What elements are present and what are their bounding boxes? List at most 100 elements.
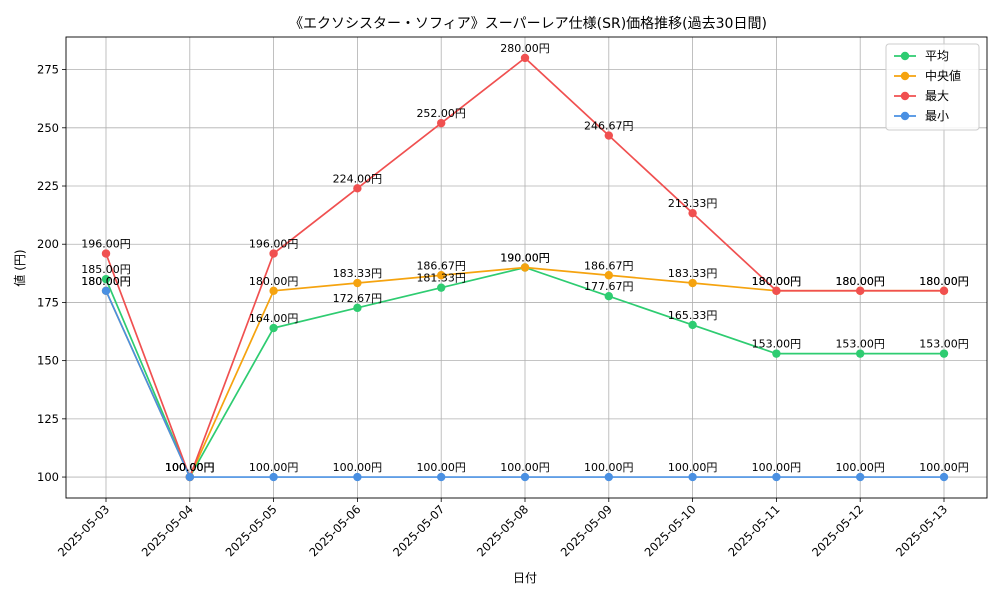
x-tick-label-3: 2025-05-06 xyxy=(306,502,363,559)
series-3-data-label-0: 180.00円 xyxy=(81,275,131,288)
series-0-data-label-10: 153.00円 xyxy=(919,338,969,351)
series-layer xyxy=(101,53,949,482)
series-3-data-label-3: 100.00円 xyxy=(333,461,383,474)
series-2-data-label-8: 180.00円 xyxy=(752,275,802,288)
series-2-point-9 xyxy=(856,286,865,295)
series-2-point-10 xyxy=(939,286,949,295)
x-tick-label-6: 2025-05-09 xyxy=(558,502,615,559)
series-0-point-8 xyxy=(772,349,781,358)
series-2-point-5 xyxy=(520,53,530,63)
y-tick-label-7: 275 xyxy=(37,63,59,77)
series-1-data-label-5: 190.00円 xyxy=(500,252,550,265)
y-tick-label-0: 100 xyxy=(37,470,59,484)
series-1-data-label-7: 183.33円 xyxy=(668,267,718,280)
series-2-data-label-7: 213.33円 xyxy=(668,197,718,210)
series-2-point-3 xyxy=(353,184,362,193)
y-tick-label-4: 200 xyxy=(37,237,59,251)
series-1-data-label-3: 183.33円 xyxy=(333,267,383,280)
series-2-data-label-3: 224.00円 xyxy=(333,172,383,185)
series-0-point-10 xyxy=(939,349,949,358)
series-1-data-label-4: 186.67円 xyxy=(416,259,466,272)
series-3-point-8 xyxy=(772,472,781,482)
series-3-point-9 xyxy=(856,472,865,482)
series-3-point-4 xyxy=(437,472,446,482)
series-2-data-label-0: 196.00円 xyxy=(81,238,131,251)
series-2-point-6 xyxy=(604,131,613,140)
series-3-data-label-8: 100.00円 xyxy=(752,461,802,474)
series-0-data-label-0: 185.00円 xyxy=(81,263,131,276)
series-1-point-4 xyxy=(437,271,446,280)
y-tick-label-2: 150 xyxy=(37,354,59,368)
legend-marker-1 xyxy=(900,71,910,81)
y-tick-label-3: 175 xyxy=(37,295,59,309)
legend-label-2: 最大 xyxy=(925,89,949,103)
series-3-point-2 xyxy=(269,472,278,482)
series-0-point-2 xyxy=(269,323,278,333)
series-0-point-9 xyxy=(856,349,865,358)
series-2-point-2 xyxy=(269,249,278,258)
series-2-point-7 xyxy=(688,208,697,218)
series-1-point-2 xyxy=(269,286,278,295)
series-3-data-label-4: 100.00円 xyxy=(416,461,466,474)
series-3-data-label-6: 100.00円 xyxy=(584,461,634,474)
series-3-data-label-7: 100.00円 xyxy=(668,461,718,474)
series-2-data-label-4: 252.00円 xyxy=(416,107,466,120)
series-3-point-1 xyxy=(185,472,194,482)
series-0-data-label-2: 164.00円 xyxy=(249,312,299,325)
series-2-point-4 xyxy=(437,118,446,128)
legend-label-3: 最小 xyxy=(925,109,949,123)
series-0-point-6 xyxy=(604,292,613,301)
series-0-data-label-4: 181.33円 xyxy=(416,272,466,285)
chart-title: 《エクソシスター・ソフィア》スーパーレア仕様(SR)価格推移(過去30日間) xyxy=(289,16,767,32)
y-tick-label-5: 225 xyxy=(37,179,59,193)
series-1-point-5 xyxy=(520,263,530,272)
series-3-data-label-9: 100.00円 xyxy=(835,461,885,474)
plot-frame xyxy=(65,36,988,499)
series-0-data-label-6: 177.67円 xyxy=(584,280,634,293)
series-3-point-5 xyxy=(520,472,530,482)
legend-label-0: 平均 xyxy=(925,49,949,63)
series-0-data-label-5: 190.00円 xyxy=(500,252,550,265)
series-1-point-7 xyxy=(688,278,697,288)
x-tick-label-7: 2025-05-10 xyxy=(642,502,699,559)
series-0-data-label-1: 100.00円 xyxy=(165,461,215,474)
x-tick-label-1: 2025-05-04 xyxy=(139,502,196,559)
x-tick-label-2: 2025-05-05 xyxy=(223,502,280,559)
series-3-point-7 xyxy=(688,472,697,482)
series-0-point-0 xyxy=(101,274,111,284)
series-3-point-0 xyxy=(101,286,111,295)
series-1-data-label-9: 180.00円 xyxy=(835,275,885,288)
x-tick-label-4: 2025-05-07 xyxy=(390,502,447,559)
data-label-layer: 185.00円 100.00円 164.00円 172.67円 181.33円 190.0… xyxy=(81,42,969,474)
series-0-point-7 xyxy=(688,320,697,330)
y-tick-label-1: 125 xyxy=(37,412,59,426)
series-2-data-label-2: 196.00円 xyxy=(249,238,299,251)
series-1-data-label-2: 180.00円 xyxy=(249,275,299,288)
series-2-data-label-5: 280.00円 xyxy=(500,42,550,55)
series-0-data-label-3: 172.67円 xyxy=(333,292,383,305)
series-2-data-label-9: 180.00円 xyxy=(835,275,885,288)
series-1-point-6 xyxy=(604,271,613,280)
x-tick-label-10: 2025-05-13 xyxy=(893,502,950,559)
legend-marker-3 xyxy=(900,111,910,121)
y-tick-label-6: 250 xyxy=(37,121,59,135)
legend-marker-2 xyxy=(900,91,910,101)
series-2-data-label-1: 100.00円 xyxy=(165,461,215,474)
series-0-data-label-7: 165.33円 xyxy=(668,309,718,322)
series-0-point-4 xyxy=(437,283,446,292)
series-3-data-label-5: 100.00円 xyxy=(500,461,550,474)
series-1-data-label-6: 186.67円 xyxy=(584,259,634,272)
y-axis-label: 値 (円) xyxy=(12,249,27,286)
series-2-data-label-6: 246.67円 xyxy=(584,120,634,133)
legend-frame xyxy=(885,43,980,131)
series-1-data-label-0: 180.00円 xyxy=(81,275,131,288)
axis-layer: 2025-05-03 2025-05-04 2025-05-05 2025-05-06… xyxy=(37,36,988,559)
series-3-point-10 xyxy=(939,472,949,482)
x-tick-label-0: 2025-05-03 xyxy=(55,502,112,559)
series-0-data-label-8: 153.00円 xyxy=(752,338,802,351)
series-1-data-label-1: 100.00円 xyxy=(165,461,215,474)
x-tick-label-8: 2025-05-11 xyxy=(725,502,782,559)
